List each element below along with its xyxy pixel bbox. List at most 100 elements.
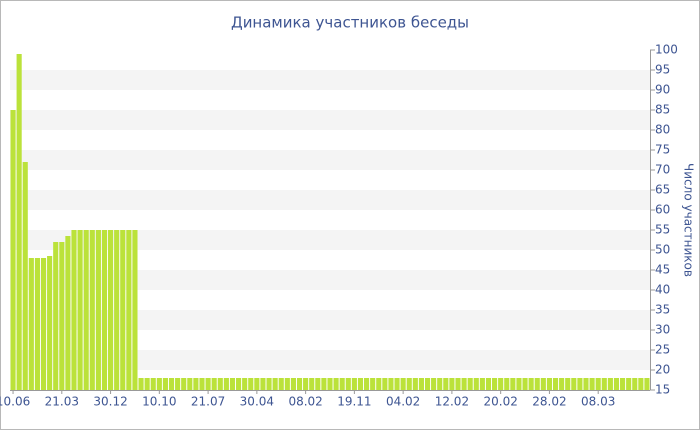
bar (528, 378, 534, 390)
bar (187, 378, 193, 390)
x-tick-label: 10.06 (0, 395, 30, 409)
bar (47, 256, 53, 390)
grid-band (10, 230, 650, 250)
bar (16, 54, 22, 390)
bar (193, 378, 199, 390)
bar (364, 378, 370, 390)
bar (181, 378, 187, 390)
bar (138, 378, 144, 390)
bar (534, 378, 540, 390)
bar (571, 378, 577, 390)
grid-band (10, 150, 650, 170)
bar (607, 378, 613, 390)
bar (449, 378, 455, 390)
bar (162, 378, 168, 390)
bar (504, 378, 510, 390)
bar (418, 378, 424, 390)
bar (412, 378, 418, 390)
x-tick-label: 20.02 (483, 395, 517, 409)
bar (248, 378, 254, 390)
bar (168, 378, 175, 390)
bar (437, 378, 443, 390)
bar (327, 378, 333, 390)
bar (309, 378, 315, 390)
bar (40, 258, 47, 390)
bar (53, 242, 59, 390)
bar (28, 258, 34, 390)
bar (357, 378, 364, 390)
bar (101, 230, 108, 390)
x-tick-label: 04.02 (386, 395, 420, 409)
grid-band (10, 190, 650, 210)
bar (479, 378, 485, 390)
bar (455, 378, 461, 390)
bar (424, 378, 431, 390)
bar (296, 378, 303, 390)
bar (242, 378, 248, 390)
bar (77, 230, 83, 390)
bar (345, 378, 351, 390)
bar (638, 378, 644, 390)
bar (601, 378, 607, 390)
x-tick-label: 21.03 (45, 395, 79, 409)
y-tick-label: 95 (655, 63, 670, 77)
x-tick-label: 30.04 (240, 395, 274, 409)
y-tick-label: 15 (655, 383, 670, 397)
bar (577, 378, 583, 390)
bar (626, 378, 632, 390)
bar (71, 230, 77, 390)
bar (321, 378, 327, 390)
bar (540, 378, 546, 390)
bar (461, 378, 467, 390)
y-tick-label: 35 (655, 303, 670, 317)
bar (565, 378, 571, 390)
grid-band (10, 70, 650, 90)
bar (278, 378, 284, 390)
bar (126, 230, 132, 390)
bar (394, 378, 400, 390)
bar (613, 378, 620, 390)
y-tick-label: 50 (655, 243, 670, 257)
y-tick-label: 40 (655, 283, 670, 297)
bar (473, 378, 479, 390)
x-tick-label: 28.02 (532, 395, 566, 409)
chart-title: Динамика участников беседы (231, 14, 469, 32)
bar (254, 378, 260, 390)
bar (144, 378, 150, 390)
bar (443, 378, 449, 390)
y-tick-label: 100 (655, 43, 678, 57)
bar (89, 230, 95, 390)
bar (156, 378, 162, 390)
y-tick-label: 55 (655, 223, 670, 237)
bar (339, 378, 345, 390)
bar (229, 378, 236, 390)
bar (150, 378, 156, 390)
bar (620, 378, 626, 390)
y-tick-label: 60 (655, 203, 670, 217)
bar (485, 378, 492, 390)
bar (199, 378, 205, 390)
bar (290, 378, 296, 390)
x-tick-label: 19.11 (337, 395, 371, 409)
x-tick-label: 30.12 (93, 395, 127, 409)
y-tick-label: 80 (655, 123, 670, 137)
bar (120, 230, 126, 390)
x-tick-label: 08.02 (288, 395, 322, 409)
bar (498, 378, 504, 390)
bar (382, 378, 388, 390)
bar (217, 378, 223, 390)
bar (10, 110, 16, 390)
bar (315, 378, 321, 390)
bars (10, 54, 650, 390)
bar (400, 378, 406, 390)
bar (260, 378, 266, 390)
x-tick-label: 12.02 (435, 395, 469, 409)
x-tick-label: 08.03 (581, 395, 615, 409)
grid-band (10, 270, 650, 290)
y-tick-label: 75 (655, 143, 670, 157)
y-tick-label: 85 (655, 103, 670, 117)
bar (644, 378, 650, 390)
bar (589, 378, 595, 390)
bar (266, 378, 272, 390)
